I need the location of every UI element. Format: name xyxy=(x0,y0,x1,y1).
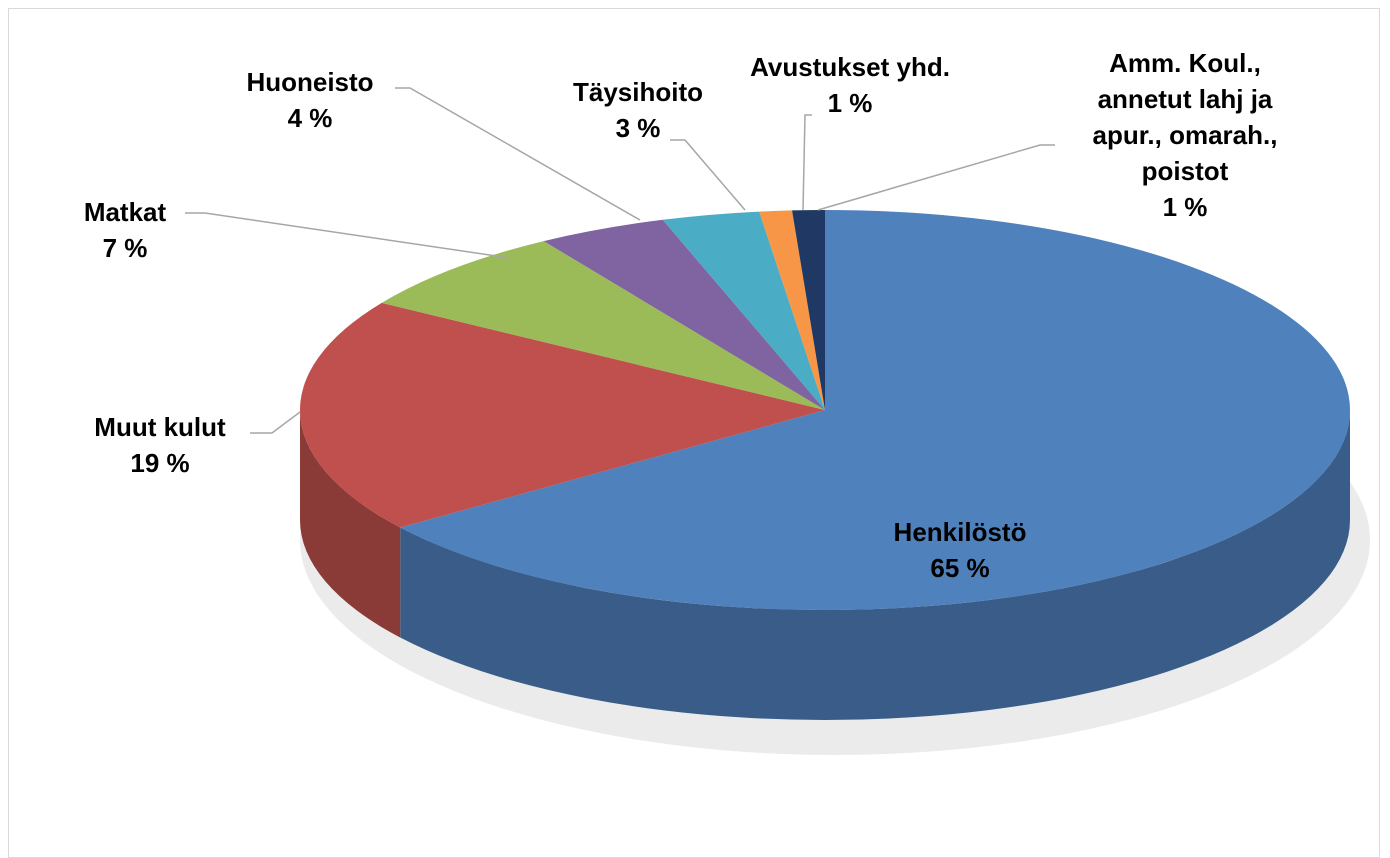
data-label: Henkilöstö 65 % xyxy=(894,514,1027,586)
value-label: 19 % xyxy=(130,448,190,478)
category-label: Avustukset yhd. xyxy=(750,52,950,82)
leader-line xyxy=(670,139,746,211)
category-label: Huoneisto xyxy=(246,67,374,97)
value-label: 4 % xyxy=(287,103,333,133)
pie-side xyxy=(400,410,1350,720)
data-label: Huoneisto 4 % xyxy=(210,64,410,136)
pie-slice xyxy=(662,211,825,410)
value-label: 65 % xyxy=(930,553,990,583)
pie-slice xyxy=(400,210,1351,610)
data-label: Matkat 7 % xyxy=(35,194,215,266)
value-label: 1 % xyxy=(827,88,873,118)
category-label: Täysihoito xyxy=(572,77,703,107)
pie-slice xyxy=(759,210,825,410)
leader-line xyxy=(817,144,1055,211)
leader-line xyxy=(395,87,641,221)
pie-slice xyxy=(543,219,825,410)
category-label: Muut kulut xyxy=(94,412,226,442)
leader-line xyxy=(185,212,511,259)
category-label: Amm. Koul., annetut lahj ja apur., omara… xyxy=(1092,48,1278,186)
value-label: 7 % xyxy=(102,233,148,263)
category-label: Matkat xyxy=(83,197,167,227)
leader-line xyxy=(250,411,301,434)
pie-slice xyxy=(299,302,825,528)
value-label: 3 % xyxy=(615,113,661,143)
data-label: Amm. Koul., annetut lahj ja apur., omara… xyxy=(1060,45,1310,225)
leader-line xyxy=(802,114,812,211)
pie-side xyxy=(300,410,401,638)
data-label: Muut kulut 19 % xyxy=(35,409,285,481)
value-label: 1 % xyxy=(1162,192,1208,222)
pie-slice xyxy=(381,241,825,410)
data-label: Täysihoito 3 % xyxy=(538,74,738,146)
data-label: Avustukset yhd. 1 % xyxy=(700,49,1000,121)
pie-slice xyxy=(792,210,825,410)
category-label: Henkilöstö xyxy=(893,517,1027,547)
